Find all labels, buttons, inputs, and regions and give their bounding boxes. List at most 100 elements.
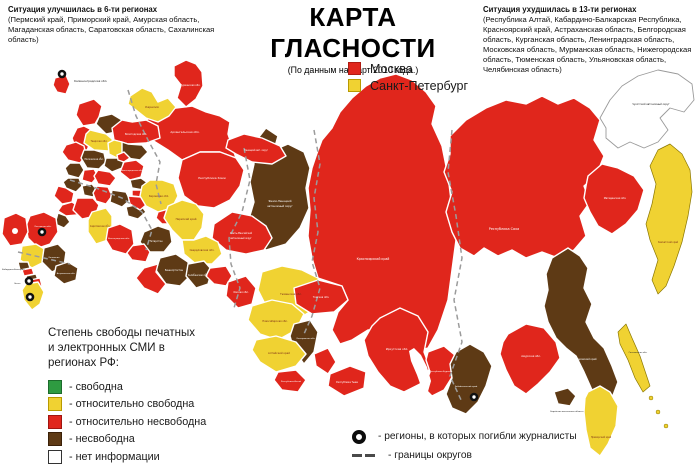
region-kaluga-obl <box>64 162 85 179</box>
region-omsk-obl <box>225 275 257 309</box>
improved-regions-body: (Пермский край, Приморский край, Амурска… <box>8 15 215 45</box>
region-komi <box>177 151 245 209</box>
map-region-label: Чукотский автономный округ <box>632 103 670 106</box>
map-region-label: Республика Коми <box>198 176 226 180</box>
map-region-label: Еврейская автономная область <box>550 410 584 413</box>
region-bashkortostan <box>155 253 191 287</box>
map-region-label: Ростовская обл. <box>35 225 52 228</box>
map-region-label: Иркутская обл. <box>386 347 409 351</box>
legend-item-relatively-unfree: - относительно несвободна <box>48 413 248 431</box>
relatively-free-label: - относительно свободна <box>69 398 195 411</box>
freedom-legend-title: Степень свободы печатных и электронных С… <box>48 327 196 369</box>
map-region-label: Забайкальский край <box>455 385 478 388</box>
improved-regions-note: Ситуация улучшилась в 6-ти регионах (Пер… <box>8 5 236 45</box>
legend-item-no-info: - нет информации <box>48 448 248 465</box>
region-sverdlovsk-obl <box>181 235 223 265</box>
journalist-death-marker-icon <box>352 429 366 444</box>
moscow-label: Москва <box>370 61 413 76</box>
map-region-label: Волгоградская обл. <box>108 237 130 240</box>
no-info-label: - нет информации <box>69 450 160 463</box>
map-region-label: Пермский край <box>176 217 197 221</box>
map-region-label: Челябинская обл. <box>188 274 209 277</box>
region-hole <box>12 228 18 234</box>
region-nenets-ao <box>225 133 287 165</box>
map-region-label: Омская обл. <box>233 291 249 294</box>
region-mordovia <box>109 189 131 208</box>
city-legend: Москва Санкт-Петербург <box>348 60 468 94</box>
unfree-color-swatch <box>48 432 62 447</box>
map-region-label: Свердловская обл. <box>190 248 215 252</box>
district-border-icon <box>352 447 378 465</box>
relatively-unfree-color-swatch <box>48 414 62 429</box>
region-primorsky-krai <box>583 385 619 457</box>
island-dot <box>655 409 661 415</box>
journalist-deaths-label: - регионы, в которых погибли журналисты <box>378 431 577 442</box>
region-altai-republic <box>273 369 307 393</box>
map-region-label: Республика Бурятия <box>430 370 453 373</box>
map-region-label: Томская обл. <box>313 296 330 299</box>
map-region-label: Республика Алтай <box>281 380 302 383</box>
district-border-line <box>228 147 251 309</box>
journalist-death-marker-center <box>60 72 64 76</box>
region-zabaykalsky-krai <box>445 343 493 415</box>
region-kamchatka-krai <box>645 143 693 295</box>
region-ryazan-obl <box>93 169 117 187</box>
region-chukotka-ao <box>599 69 695 149</box>
legend-item-journalist-deaths: - регионы, в которых погибли журналисты <box>352 427 577 446</box>
map-region-label: Ямало-Ненецкий <box>268 199 291 203</box>
region-buryatia <box>423 345 457 397</box>
region-kurgan-obl <box>205 265 233 287</box>
map-region-label: Кировская обл. <box>149 194 169 198</box>
region-nizhny-novgorod-obl <box>119 159 145 181</box>
relatively-unfree-label: - относительно несвободна <box>69 415 207 428</box>
map-region-label: Амурская обл. <box>521 354 541 358</box>
map-region-label: Сахалинская обл. <box>629 351 648 354</box>
region-moscow-obl <box>80 149 107 170</box>
region-khabarovsk-krai <box>543 247 619 405</box>
island-dot <box>663 423 669 429</box>
free-color-swatch <box>48 379 62 394</box>
free-label: - свободна <box>69 380 123 393</box>
worsened-regions-body: (Республика Алтай, Кабардино-Балкарская … <box>483 15 692 75</box>
map-region-label: автономный округ <box>230 237 252 240</box>
map-region-label: Архангельская обл. <box>170 130 199 134</box>
spb-label: Санкт-Петербург <box>370 78 469 93</box>
map-region-label: Кабардино-Балкария <box>2 268 25 271</box>
map-region-label: Нижегородская обл. <box>121 169 143 172</box>
region-altai-krai <box>251 335 307 373</box>
region-jewish-ao <box>553 387 577 407</box>
map-region-label: Вологодская обл. <box>125 133 147 136</box>
unfree-label: - несвободна <box>69 433 135 446</box>
map-region-label: Калмыкия <box>49 257 61 259</box>
region-karelia <box>127 87 177 123</box>
map-region-label: Калининградская обл. <box>74 79 107 83</box>
freedom-legend-items: - свободна - относительно свободна - отн… <box>48 378 248 465</box>
map-region-label: Магаданская обл. <box>604 197 627 200</box>
map-region-label: Республика Тыва <box>336 381 358 384</box>
region-sakhalin-obl <box>617 323 651 393</box>
map-region-label: Красноярский край <box>357 257 390 261</box>
journalist-death-marker-center <box>40 230 44 234</box>
region-tomsk-obl <box>293 279 349 315</box>
region-volgograd-obl <box>105 223 135 255</box>
region-khakassia <box>313 347 337 375</box>
legend-item-unfree: - несвободна <box>48 431 248 449</box>
map-region-label: Московская обл. <box>84 158 103 161</box>
journalist-death-marker-center <box>472 395 476 399</box>
region-sakha <box>443 95 605 259</box>
map-region-label: Мурманская обл. <box>180 84 201 87</box>
region-astrakhan-obl <box>53 261 79 285</box>
legend-item-district-borders: - границы округов <box>352 446 577 465</box>
map-region-label: Ненецкий авт. округ <box>244 149 269 152</box>
map-region-label: Республика Саха <box>489 227 519 231</box>
region-tatarstan <box>139 225 173 253</box>
region-vologda-obl <box>111 119 161 145</box>
legend-item-relatively-free: - относительно свободна <box>48 395 248 413</box>
map-region-label: Хабаровский край <box>573 358 596 361</box>
city-legend-row-spb: Санкт-Петербург <box>348 77 468 94</box>
map-region-label: Камчатский край <box>658 241 679 244</box>
region-lake-baikal <box>409 348 431 395</box>
region-krasnoyarsk-krai <box>307 73 457 353</box>
region-irkutsk-obl <box>363 307 431 393</box>
